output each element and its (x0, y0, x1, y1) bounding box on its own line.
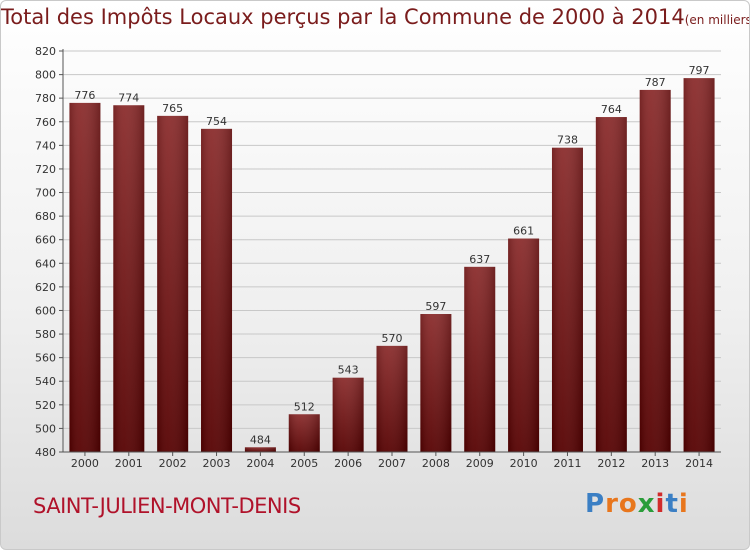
x-tick-label: 2011 (553, 457, 581, 470)
bar-shade (201, 128, 233, 452)
data-label: 776 (74, 89, 95, 102)
y-tick-label: 800 (35, 69, 56, 82)
proxiti-logo: Proxiti (585, 489, 689, 519)
x-tick-label: 2005 (290, 457, 318, 470)
label-layer: 776 774 765 754 484 512 543 570 597 637 661 738 764 7… (74, 64, 709, 446)
x-tick-label: 2000 (71, 457, 99, 470)
data-label: 738 (557, 134, 578, 147)
data-label: 637 (469, 253, 490, 266)
x-tick-label: 2014 (685, 457, 713, 470)
x-tick-label: 2002 (159, 457, 187, 470)
y-tick-label: 780 (35, 92, 56, 105)
y-tick-label: 500 (35, 422, 56, 435)
bar-shade (683, 78, 715, 453)
bar-shade (113, 105, 145, 453)
y-tick-label: 720 (35, 163, 56, 176)
data-label: 765 (162, 102, 183, 115)
chart-title-unit: (en milliers d'€) (684, 13, 750, 27)
x-tick-label: 2003 (203, 457, 231, 470)
data-label: 774 (118, 91, 139, 104)
bar-shade (551, 147, 583, 452)
bar-shade (69, 102, 101, 453)
commune-name: SAINT-JULIEN-MONT-DENIS (33, 494, 301, 518)
x-tick-label: 2012 (597, 457, 625, 470)
data-label: 661 (513, 225, 534, 238)
logo-letter: i (678, 489, 689, 519)
chart-title: Total des Impôts Locaux perçus par la Co… (1, 5, 750, 29)
bar-shade (639, 89, 671, 452)
y-tick-label: 620 (35, 281, 56, 294)
y-tick-label: 760 (35, 116, 56, 129)
data-label: 543 (338, 364, 359, 377)
logo-letter: r (605, 489, 619, 519)
bar-shade (420, 314, 452, 452)
logo-letter: i (655, 489, 666, 519)
y-tick-label: 560 (35, 352, 56, 365)
logo-letter: o (618, 489, 638, 519)
data-label: 597 (425, 300, 446, 313)
x-tick-label: 2013 (641, 457, 669, 470)
x-tick-label: 2004 (246, 457, 274, 470)
bar-shade (595, 117, 627, 452)
y-tick-label: 740 (35, 139, 56, 152)
y-tick-label: 700 (35, 187, 56, 200)
bar-shade (464, 266, 496, 452)
data-label: 754 (206, 115, 227, 128)
bar-shade (508, 238, 540, 452)
x-tick-label: 2007 (378, 457, 406, 470)
x-tick-label: 2006 (334, 457, 362, 470)
y-tick-label: 680 (35, 210, 56, 223)
logo-letter: t (665, 489, 679, 519)
data-label: 484 (250, 433, 271, 446)
data-label: 764 (601, 103, 622, 116)
y-tick-label: 600 (35, 304, 56, 317)
data-label: 512 (294, 400, 315, 413)
axis-layer: 480 500 520 540 560 580 600 620 640 660 680 700 720 7… (35, 45, 721, 470)
bar-shade (288, 414, 320, 452)
data-label: 797 (689, 64, 710, 77)
logo-letter: x (637, 489, 656, 519)
logo-letter: P (585, 489, 606, 519)
y-tick-label: 520 (35, 399, 56, 412)
bar-shade (376, 345, 408, 452)
bar-shade (157, 115, 189, 452)
data-label: 570 (382, 332, 403, 345)
y-tick-label: 540 (35, 375, 56, 388)
x-tick-label: 2001 (115, 457, 143, 470)
bar-layer (69, 78, 715, 453)
y-tick-label: 480 (35, 446, 56, 459)
data-label: 787 (645, 76, 666, 89)
x-tick-label: 2008 (422, 457, 450, 470)
y-tick-label: 660 (35, 234, 56, 247)
y-tick-label: 640 (35, 257, 56, 270)
chart-title-text: Total des Impôts Locaux perçus par la Co… (1, 5, 685, 29)
x-tick-label: 2009 (466, 457, 494, 470)
y-tick-label: 580 (35, 328, 56, 341)
bar-shade (332, 377, 364, 452)
x-tick-label: 2010 (510, 457, 538, 470)
bar-shade (244, 447, 276, 452)
y-tick-label: 820 (35, 45, 56, 58)
